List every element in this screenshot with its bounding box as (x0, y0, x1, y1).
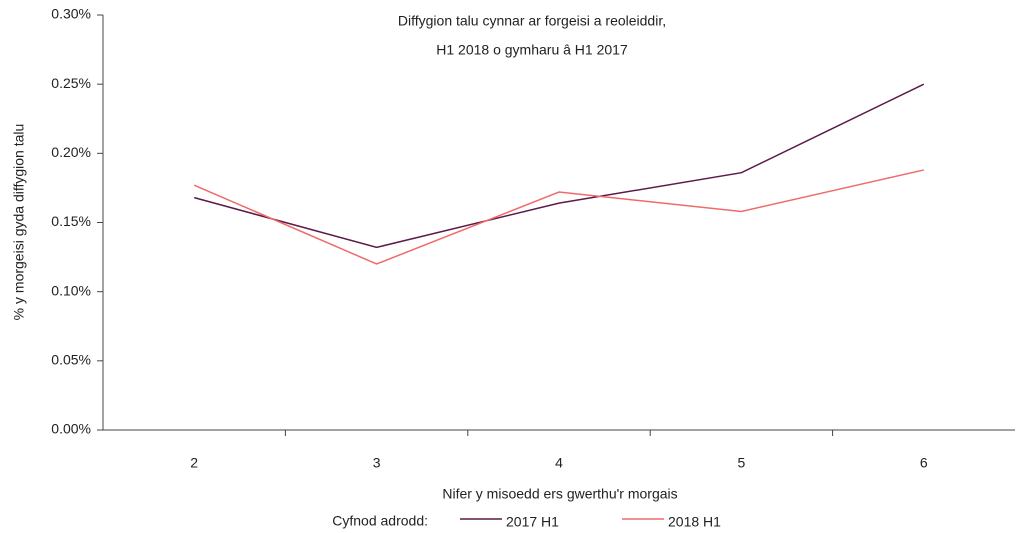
chart-title: Diffygion talu cynnar ar forgeisi a reol… (398, 13, 666, 29)
y-tick-label: 0.20% (51, 144, 91, 160)
y-tick-label: 0.30% (51, 6, 91, 22)
chart-title: H1 2018 o gymharu â H1 2017 (436, 42, 628, 58)
y-tick-label: 0.25% (51, 75, 91, 91)
y-tick-label: 0.10% (51, 282, 91, 298)
y-axis-label: % y morgeisi gyda diffygion talu (11, 124, 27, 321)
legend-label: 2018 H1 (668, 514, 721, 530)
x-tick-label: 6 (920, 455, 928, 471)
x-tick-label: 4 (555, 455, 563, 471)
x-tick-label: 2 (190, 455, 198, 471)
series-line (194, 83, 925, 249)
x-tick-label: 3 (373, 455, 381, 471)
legend-title: Cyfnod adrodd: (332, 513, 428, 529)
y-tick-label: 0.05% (51, 352, 91, 368)
legend-label: 2017 H1 (506, 514, 559, 530)
x-axis-label: Nifer y misoedd ers gwerthu'r morgais (442, 486, 677, 502)
y-tick-label: 0.00% (51, 421, 91, 437)
x-tick-label: 5 (738, 455, 746, 471)
y-tick-label: 0.15% (51, 213, 91, 229)
series-line (193, 169, 924, 265)
